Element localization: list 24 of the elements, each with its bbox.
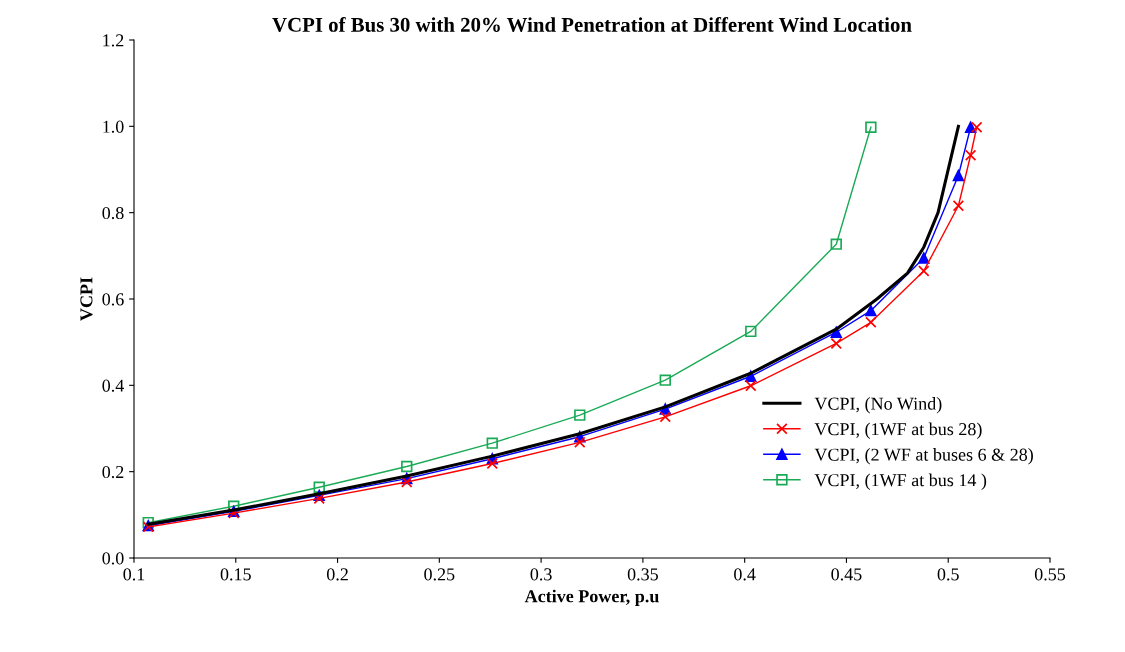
- x-tick-label: 0.5: [937, 568, 959, 581]
- y-tick-label: 0.8: [102, 206, 124, 220]
- y-axis-title: VCPI: [80, 277, 93, 321]
- y-tick-label: 0.4: [102, 379, 124, 392]
- x-tick-label: 0.15: [220, 568, 251, 581]
- x-tick-label: 0.25: [424, 568, 455, 581]
- x-tick-label: 0.35: [627, 568, 658, 581]
- y-tick-label: 0.6: [102, 293, 124, 306]
- y-tick-label: 0.0: [102, 552, 124, 565]
- x-tick-label: 0.3: [530, 568, 552, 581]
- y-tick-label: 0.2: [102, 465, 124, 479]
- y-tick-label: 1.2: [103, 34, 124, 47]
- legend-label: VCPI, (1WF at bus 28): [814, 422, 982, 439]
- x-tick-label: 0.4: [734, 568, 756, 581]
- x-tick-label: 0.45: [831, 568, 862, 581]
- x-tick-label: 0.2: [326, 568, 348, 581]
- legend-label: VCPI, (1WF at bus 14 ): [814, 473, 987, 490]
- chart-title: VCPI of Bus 30 with 20% Wind Penetration at Different Wind Location: [272, 17, 912, 32]
- y-tick-label: 1.0: [103, 120, 124, 133]
- legend-label: VCPI, (No Wind): [814, 397, 942, 414]
- x-axis-title: Active Power, p.u: [524, 589, 659, 607]
- x-tick-label: 0.55: [1034, 568, 1066, 581]
- legend-label: VCPI, (2 WF at buses 6 & 28): [814, 448, 1033, 465]
- x-tick-label: 0.1: [123, 568, 145, 581]
